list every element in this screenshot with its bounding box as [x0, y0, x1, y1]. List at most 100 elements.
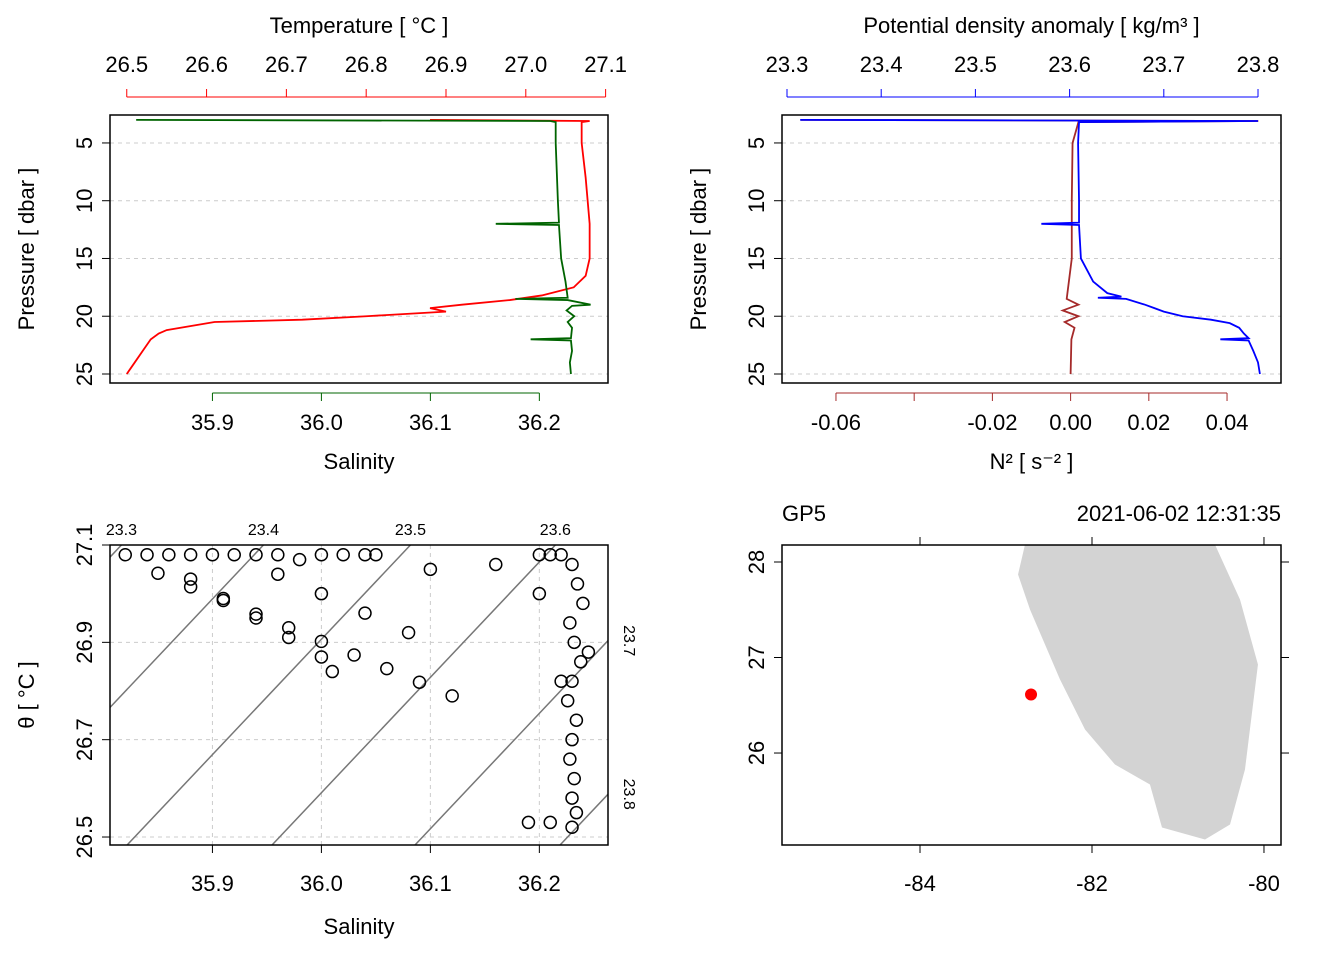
y-axis-label: Pressure [ dbar ] [14, 168, 39, 331]
x-tick-label: 36.2 [518, 871, 561, 896]
land [1018, 545, 1258, 840]
y-tick-label: 5 [744, 137, 769, 149]
ts-point [423, 562, 438, 577]
isopycnal-label: 23.6 [540, 522, 571, 539]
ts-point [358, 606, 372, 620]
x-tick-label: 36.0 [300, 871, 343, 896]
y-tick-label: 20 [72, 304, 97, 328]
ts-point [249, 547, 263, 562]
x-tick-label: 26.9 [425, 52, 468, 77]
isopycnal [271, 545, 556, 845]
station-time: 2021-06-02 12:31:35 [1077, 501, 1281, 526]
isopycnal [110, 545, 264, 709]
ts-point [249, 611, 263, 625]
y-axis-label: θ [ °C ] [14, 661, 39, 728]
plot-frame [781, 114, 1282, 384]
x-axis-label: N² [ s⁻² ] [990, 449, 1074, 474]
ts-point [581, 645, 596, 659]
y-tick-label: 20 [744, 304, 769, 328]
x-tick-label: 0.02 [1127, 410, 1170, 435]
ts-point [565, 820, 579, 835]
y-tick-label: 25 [744, 362, 769, 386]
x-tick-label: 36.0 [300, 410, 343, 435]
ts-point [358, 547, 372, 562]
y-tick-label: 15 [744, 246, 769, 270]
station-name: GP5 [782, 501, 826, 526]
ts-point [325, 664, 340, 679]
x-tick-label: 35.9 [191, 410, 234, 435]
y-tick-label: 10 [744, 188, 769, 212]
profile-line [800, 118, 1261, 375]
profile-line [126, 118, 591, 375]
ts-point [380, 661, 394, 676]
ts-point [336, 547, 350, 562]
ts-point [412, 675, 427, 689]
x-tick-label: 23.5 [954, 52, 997, 77]
y-tick-label: 26.7 [72, 718, 97, 761]
ts-point [183, 547, 198, 562]
ts-point [292, 552, 307, 567]
ts-point [543, 815, 557, 830]
ts-point [216, 591, 231, 606]
station-point [1025, 688, 1038, 701]
ts-point [347, 648, 361, 662]
ts-point [151, 566, 165, 580]
ts-point [118, 547, 133, 562]
x-tick-label: 36.1 [409, 410, 452, 435]
x-tick-label: 26.5 [105, 52, 148, 77]
y-tick-label: 28 [744, 550, 769, 574]
y-tick-label: 15 [72, 246, 97, 270]
x-axis-label: Potential density anomaly [ kg/m³ ] [863, 13, 1199, 38]
x-tick-label: 23.6 [1048, 52, 1091, 77]
ts-point [314, 650, 329, 664]
x-tick-label: 23.8 [1237, 52, 1280, 77]
x-tick-label: 36.1 [409, 871, 452, 896]
ts-point [576, 596, 590, 611]
x-tick-label: 23.4 [860, 52, 903, 77]
ts-point [554, 547, 568, 562]
ts-point [521, 815, 536, 830]
ts-point [563, 616, 577, 630]
x-tick-label: 27.0 [504, 52, 547, 77]
ts-point [543, 547, 557, 562]
ts-point [445, 689, 459, 703]
ts-point [314, 634, 329, 649]
ts-point [565, 557, 579, 572]
plot-frame [109, 114, 609, 384]
ts-point [249, 607, 263, 621]
ts-point [489, 557, 503, 572]
y-axis-label: Pressure [ dbar ] [686, 168, 711, 331]
ts-point [570, 577, 585, 591]
ts-point [574, 655, 588, 669]
y-tick-label: 10 [72, 188, 97, 212]
plot-frame [109, 544, 609, 846]
y-tick-label: 25 [72, 362, 97, 386]
ts-point [554, 674, 568, 689]
ts-point [565, 674, 579, 689]
y-tick-label: 26.9 [72, 621, 97, 664]
ts-point [271, 547, 285, 562]
ts-point [281, 620, 296, 635]
x-tick-label: -82 [1076, 871, 1108, 896]
ts-point [565, 732, 579, 747]
ts-point [532, 586, 547, 601]
x-tick-label: 0.04 [1206, 410, 1249, 435]
ts-point [205, 547, 220, 562]
y-tick-label: 26.5 [72, 816, 97, 859]
x-axis-label: Salinity [324, 449, 395, 474]
isopycnal [559, 793, 608, 845]
x-tick-label: 0.00 [1049, 410, 1092, 435]
plot-frame [781, 544, 1282, 846]
x-tick-label: 26.7 [265, 52, 308, 77]
isopycnal-label: 23.7 [620, 625, 637, 656]
x-tick-label: -0.06 [811, 410, 861, 435]
x-tick-label: 23.7 [1142, 52, 1185, 77]
isopycnal-label: 23.3 [106, 522, 137, 539]
ts-point [140, 547, 154, 562]
x-tick-label: -84 [904, 871, 936, 896]
ts-point [281, 630, 296, 645]
ts-point [567, 635, 581, 650]
x-tick-label: 26.6 [185, 52, 228, 77]
x-tick-label: 26.8 [345, 52, 388, 77]
